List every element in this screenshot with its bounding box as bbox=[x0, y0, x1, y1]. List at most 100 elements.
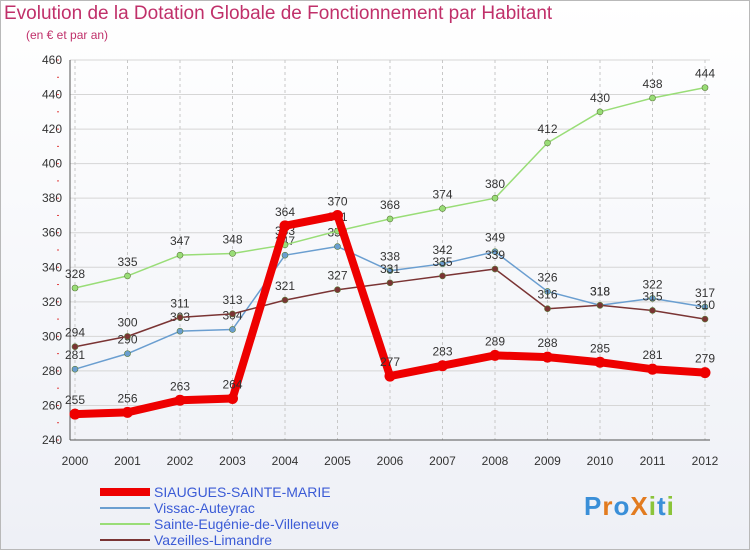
data-point bbox=[69, 408, 81, 420]
x-tick-label: 2001 bbox=[114, 454, 141, 468]
data-label: 313 bbox=[222, 293, 242, 307]
data-point bbox=[439, 272, 446, 280]
legend-swatch bbox=[100, 539, 150, 541]
data-label: 368 bbox=[380, 198, 400, 212]
legend-item: Vissac-Auteyrac bbox=[100, 500, 339, 516]
data-label: 316 bbox=[537, 288, 557, 302]
data-label: 255 bbox=[65, 393, 85, 407]
data-label: 335 bbox=[117, 255, 137, 269]
x-tick-label: 2002 bbox=[167, 454, 194, 468]
chart-subtitle: (en € et par an) bbox=[26, 28, 109, 42]
y-tick-label: 320 bbox=[42, 295, 62, 309]
data-point bbox=[386, 279, 394, 287]
logo-letter: i bbox=[648, 491, 657, 521]
data-point bbox=[334, 286, 341, 294]
x-tick-label: 2008 bbox=[482, 454, 509, 468]
data-point bbox=[124, 333, 131, 340]
logo-letter: o bbox=[613, 491, 631, 521]
x-tick-label: 2006 bbox=[377, 454, 404, 468]
data-label: 321 bbox=[275, 279, 295, 293]
data-point bbox=[594, 356, 606, 368]
data-point bbox=[649, 295, 656, 302]
y-tick-label: 340 bbox=[42, 260, 62, 274]
data-label: 288 bbox=[537, 336, 557, 350]
data-point bbox=[174, 394, 186, 406]
logo-letter: r bbox=[602, 491, 614, 521]
legend-item: SIAUGUES-SAINTE-MARIE bbox=[100, 484, 339, 500]
data-label: 326 bbox=[537, 270, 557, 284]
y-tick-label: 420 bbox=[42, 122, 62, 136]
proxiti-logo: ProXiti bbox=[584, 491, 675, 522]
data-label: 349 bbox=[485, 231, 505, 245]
x-tick-label: 2003 bbox=[219, 454, 246, 468]
data-label: 283 bbox=[432, 345, 452, 359]
data-label: 335 bbox=[432, 255, 452, 269]
data-label: 430 bbox=[590, 91, 610, 105]
data-label: 318 bbox=[590, 284, 610, 298]
x-tick-label: 2011 bbox=[640, 454, 666, 468]
x-tick-label: 2000 bbox=[62, 454, 89, 468]
data-point bbox=[544, 305, 551, 313]
data-point bbox=[437, 360, 448, 372]
y-tick-label: 460 bbox=[42, 53, 62, 67]
data-label: 347 bbox=[170, 234, 190, 248]
data-point bbox=[491, 194, 499, 202]
data-point bbox=[544, 288, 551, 295]
data-label: 327 bbox=[327, 269, 347, 283]
data-point bbox=[332, 209, 343, 221]
data-point bbox=[71, 284, 79, 292]
y-tick-label: 380 bbox=[42, 191, 62, 205]
data-point bbox=[124, 272, 131, 280]
data-point bbox=[701, 303, 709, 311]
y-tick-label: 280 bbox=[42, 364, 62, 378]
x-tick-label: 2004 bbox=[272, 454, 299, 468]
y-tick-label: 360 bbox=[42, 226, 62, 240]
y-tick-label: 440 bbox=[42, 88, 62, 102]
data-point bbox=[701, 315, 709, 323]
data-label: 264 bbox=[222, 378, 242, 392]
logo-letter: X bbox=[630, 491, 649, 521]
chart-title: Evolution de la Dotation Globale de Fonc… bbox=[4, 3, 553, 24]
data-point bbox=[229, 250, 236, 257]
data-point bbox=[71, 365, 79, 373]
data-point bbox=[124, 350, 131, 357]
logo-letter: P bbox=[584, 491, 603, 521]
x-tick-label: 2012 bbox=[692, 454, 719, 468]
x-tick-label: 2007 bbox=[429, 454, 456, 468]
data-point bbox=[489, 349, 501, 361]
legend: SIAUGUES-SAINTE-MARIE Vissac-Auteyrac Sain… bbox=[100, 484, 339, 548]
data-point bbox=[279, 220, 291, 232]
data-label: 380 bbox=[485, 177, 505, 191]
data-point bbox=[439, 205, 446, 212]
data-point bbox=[176, 327, 184, 335]
data-label: 322 bbox=[642, 277, 662, 291]
data-label: 294 bbox=[65, 326, 85, 340]
data-point bbox=[647, 363, 658, 375]
data-label: 348 bbox=[222, 232, 242, 246]
data-label: 438 bbox=[642, 77, 662, 91]
data-point bbox=[386, 215, 394, 223]
data-label: 412 bbox=[537, 122, 557, 136]
data-label: 256 bbox=[117, 391, 137, 405]
data-label: 370 bbox=[327, 194, 347, 208]
data-point bbox=[281, 296, 289, 304]
y-tick-label: 260 bbox=[42, 398, 62, 412]
data-point bbox=[439, 260, 446, 268]
data-label: 364 bbox=[275, 205, 295, 219]
data-label: 328 bbox=[65, 267, 85, 281]
data-label: 342 bbox=[432, 243, 452, 257]
data-point bbox=[701, 84, 709, 91]
data-point bbox=[227, 393, 238, 405]
data-point bbox=[491, 265, 499, 273]
data-label: 318 bbox=[590, 284, 610, 298]
legend-label: Vissac-Auteyrac bbox=[154, 500, 255, 516]
data-point bbox=[176, 314, 184, 321]
legend-item: Vazeilles-Limandre bbox=[100, 532, 339, 548]
data-point bbox=[542, 351, 553, 363]
data-point bbox=[699, 367, 711, 379]
data-point bbox=[649, 307, 656, 314]
logo-letter: t bbox=[656, 491, 667, 521]
data-point bbox=[491, 248, 499, 256]
x-tick-label: 2009 bbox=[534, 454, 561, 468]
